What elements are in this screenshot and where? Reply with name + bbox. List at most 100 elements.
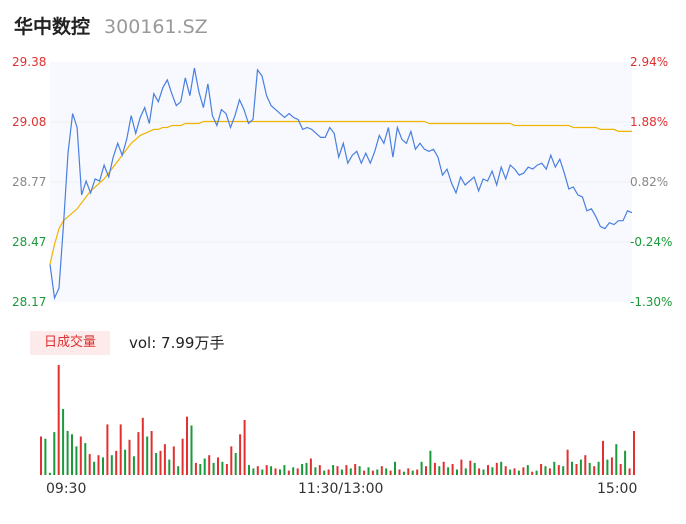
volume-bar (75, 446, 78, 475)
volume-bar (566, 449, 569, 475)
volume-bar (97, 455, 100, 475)
volume-bar (53, 432, 56, 475)
volume-bar (367, 467, 370, 475)
volume-bar (225, 464, 228, 475)
volume-bar (66, 431, 69, 475)
volume-bar (633, 431, 635, 475)
volume-bar (256, 466, 259, 475)
volume-bar (79, 436, 82, 475)
volume-bar (597, 461, 600, 475)
volume-bar (221, 461, 224, 475)
volume-bar (407, 468, 410, 475)
volume-bar (602, 440, 604, 475)
volume-bar (402, 471, 405, 475)
time-label-open: 09:30 (46, 481, 87, 497)
volume-bar (239, 434, 242, 475)
volume-bar (274, 468, 277, 475)
volume-bar (487, 465, 489, 475)
volume-bar (376, 469, 379, 475)
pct-tick-label: -1.30% (630, 295, 673, 309)
volume-bar (270, 466, 273, 475)
volume-bar (159, 450, 162, 475)
volume-bar (615, 444, 618, 475)
volume-bar (279, 469, 281, 475)
volume-bar (438, 466, 441, 475)
pct-tick-label: -0.24% (630, 235, 673, 249)
volume-bar (40, 436, 42, 475)
volume-bar (141, 417, 144, 475)
volume-bar (491, 467, 494, 475)
volume-bar (460, 459, 463, 475)
volume-bar (345, 465, 348, 475)
average-price-line (49, 120, 632, 265)
volume-bar (628, 468, 631, 475)
volume-bar (575, 464, 578, 475)
volume-bar (137, 432, 140, 475)
volume-bar (172, 446, 175, 475)
volume-bar (557, 465, 560, 475)
volume-bar (248, 465, 250, 475)
time-label-close: 15:00 (597, 481, 638, 497)
volume-bar (163, 444, 166, 475)
volume-bar (208, 455, 211, 475)
volume-bar (292, 467, 295, 475)
volume-bar (146, 436, 149, 475)
volume-bar (128, 439, 131, 475)
stock-code: 300161.SZ (104, 16, 208, 38)
volume-bar (469, 460, 472, 475)
volume-bar (48, 472, 51, 475)
volume-readout: vol: 7.99万手 (129, 334, 225, 352)
volume-bar (252, 468, 255, 475)
volume-bar (71, 434, 73, 475)
volume-bar (301, 464, 304, 475)
time-label-midday: 11:30/13:00 (298, 481, 384, 497)
volume-bar (124, 449, 127, 475)
volume-bar (389, 470, 392, 475)
volume-bar (340, 469, 343, 475)
volume-bar (451, 464, 454, 475)
volume-bar (327, 469, 330, 475)
volume-bar (84, 443, 87, 475)
volume-bar (517, 470, 520, 475)
volume-bar (495, 462, 498, 475)
volume-bar (155, 453, 158, 475)
volume-bar (119, 424, 122, 475)
volume-bar (332, 465, 335, 475)
volume-bar (504, 466, 507, 475)
volume-bar (110, 455, 113, 475)
volume-bar (309, 458, 312, 475)
pct-tick-label: 0.82% (630, 175, 669, 189)
volume-bar (398, 469, 401, 475)
volume-bar (433, 462, 436, 475)
volume-bar (305, 462, 308, 475)
volume-bar (283, 465, 286, 475)
volume-bars (40, 365, 635, 475)
volume-bar (199, 464, 202, 475)
volume-bar (234, 453, 237, 475)
volume-bar (203, 458, 206, 475)
volume-bar (548, 468, 551, 475)
volume-bar (186, 416, 188, 475)
stock-name: 华中数控 (14, 16, 91, 38)
volume-bar (456, 469, 458, 475)
volume-bar (349, 468, 352, 475)
volume-bar (579, 459, 582, 475)
volume-bar (168, 459, 171, 475)
price-tick-label: 29.38 (12, 55, 47, 69)
volume-bar (62, 409, 65, 475)
volume-bar (296, 468, 299, 475)
volume-bar (562, 466, 565, 475)
volume-bar (265, 465, 268, 475)
volume-bar (624, 450, 627, 475)
stock-title: 华中数控 300161.SZ (14, 12, 208, 40)
volume-bar (261, 469, 264, 475)
volume-bar (44, 438, 47, 475)
volume-bar (425, 466, 427, 475)
volume-bar (544, 466, 547, 475)
price-line (49, 67, 633, 301)
volume-bar (194, 462, 197, 475)
volume-bar (588, 462, 591, 475)
volume-bar (336, 466, 339, 475)
volume-tab[interactable]: 日成交量 (30, 331, 110, 355)
volume-bar (526, 465, 529, 475)
